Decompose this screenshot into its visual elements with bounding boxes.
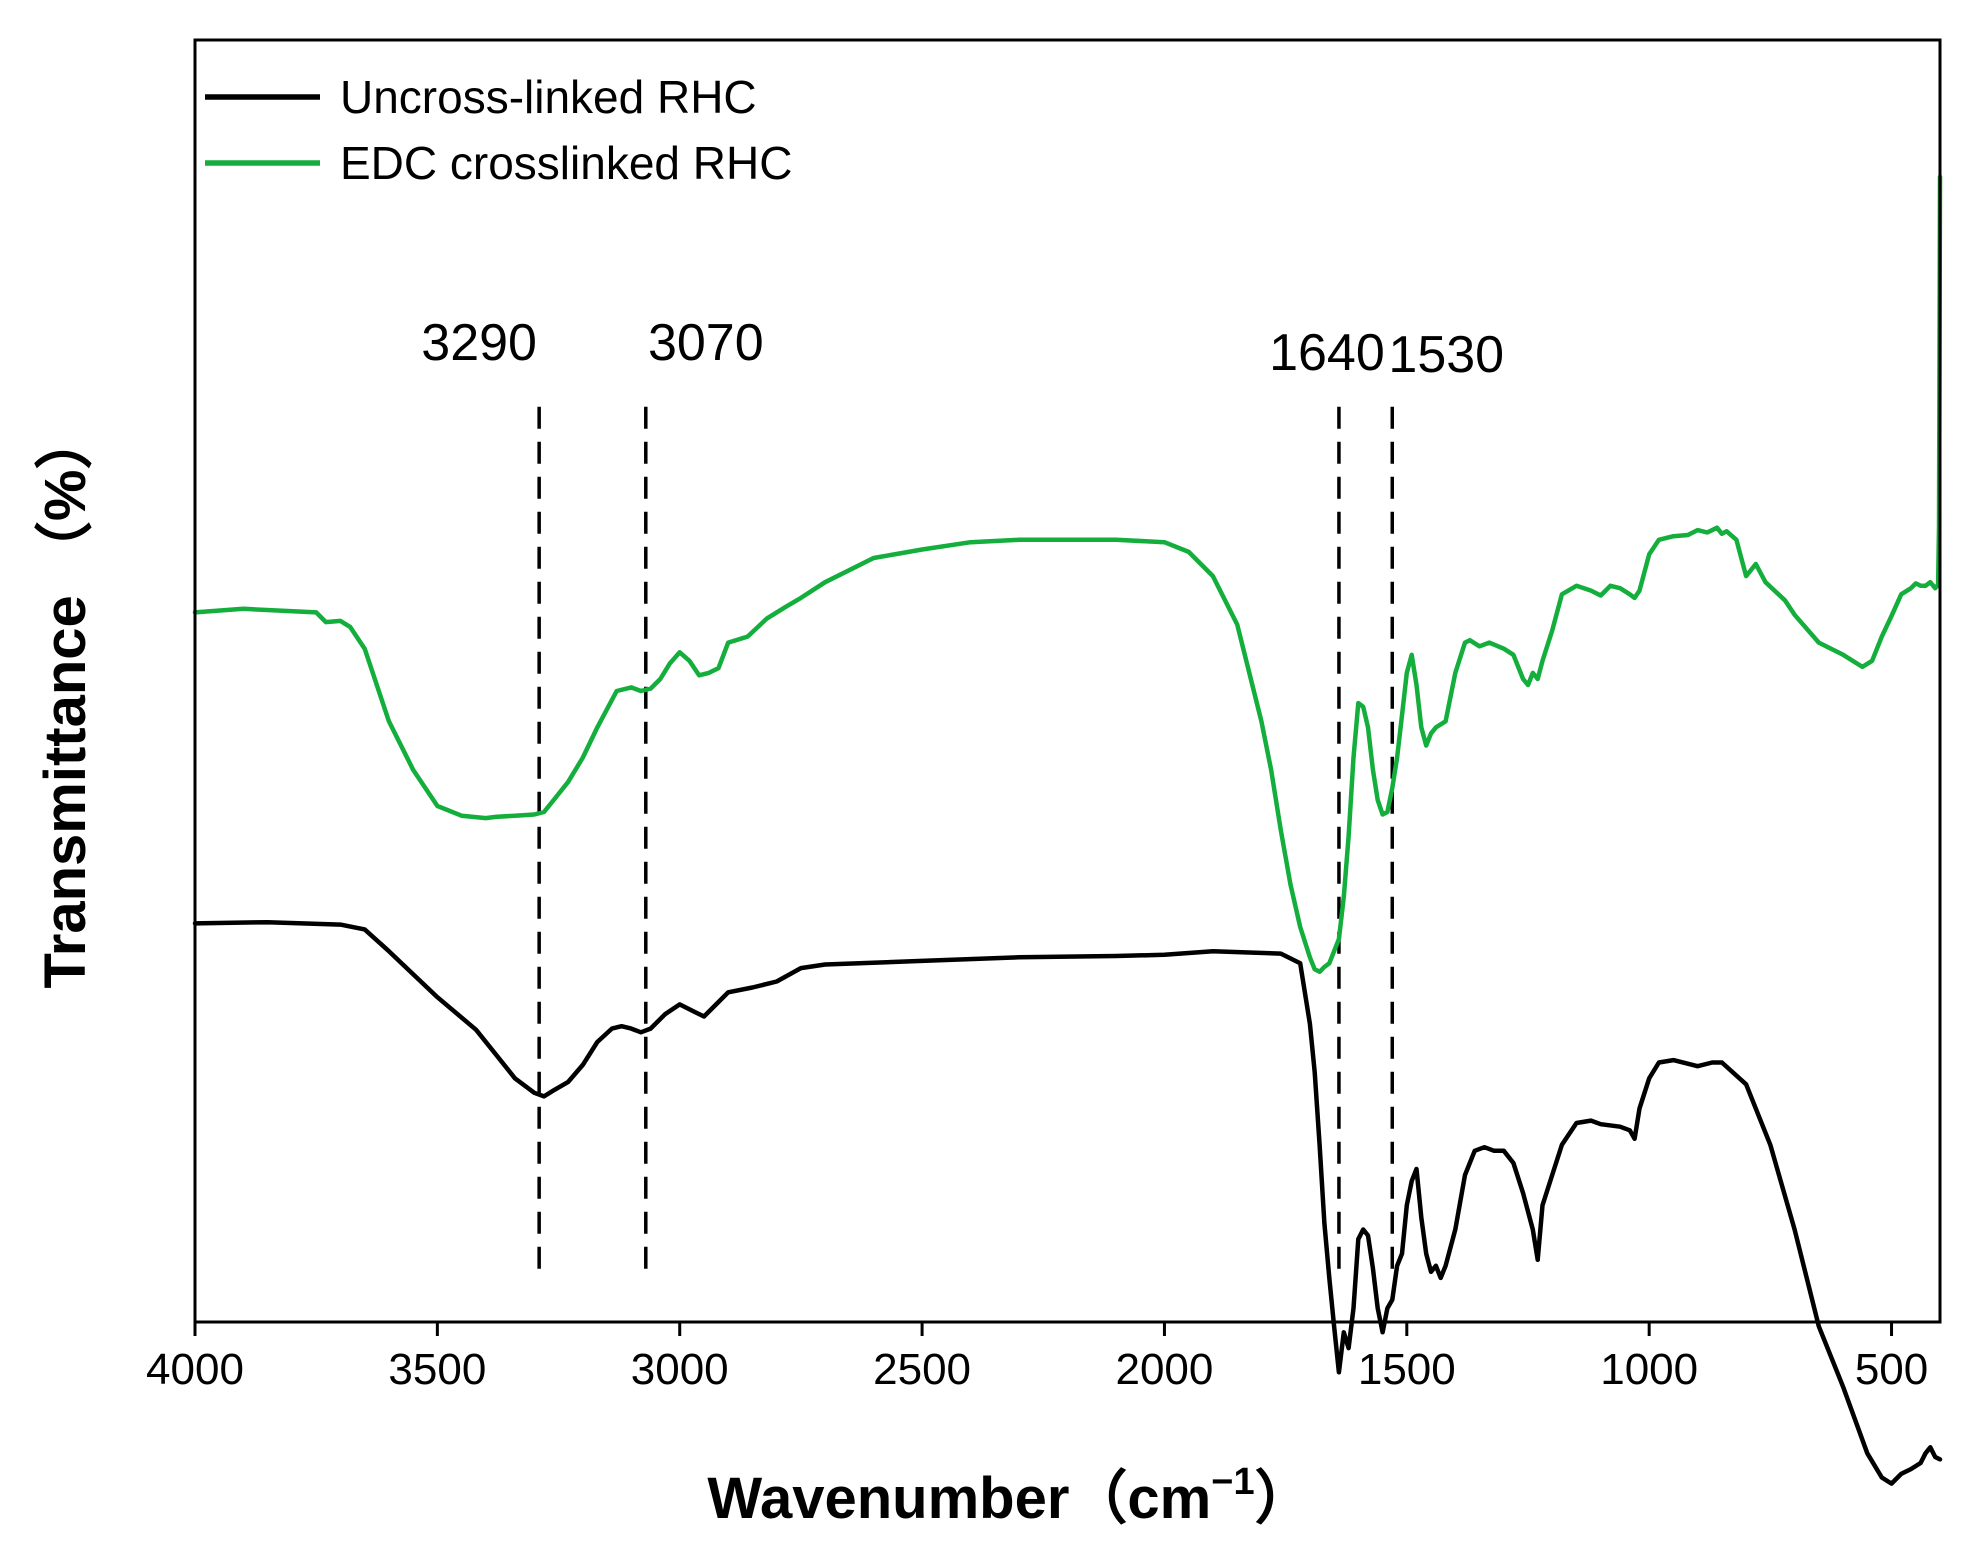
peak-label-3290: 3290 (421, 314, 537, 372)
x-tick-label-2000: 2000 (1115, 1345, 1213, 1394)
series-line-edc-crosslinked-rhc (192, 174, 1943, 975)
peak-label-1530: 1530 (1388, 326, 1504, 384)
x-tick-label-500: 500 (1855, 1345, 1928, 1394)
legend-label-0: Uncross-linked RHC (340, 71, 757, 123)
x-axis: 4000 3500 3000 2500 2000 1500 1000 500 (146, 1322, 1928, 1394)
plot-frame (193, 38, 1942, 1324)
x-axis-title-close: ） (1255, 1466, 1313, 1531)
x-tick-label-2500: 2500 (873, 1345, 971, 1394)
x-tick-label-4000: 4000 (146, 1345, 244, 1394)
y-axis-title: Transmittance （%） (33, 412, 98, 989)
peak-label-3070: 3070 (648, 314, 764, 372)
legend-label-1: EDC crosslinked RHC (340, 137, 792, 189)
series-layer (192, 174, 1943, 1486)
legend: Uncross-linked RHC EDC crosslinked RHC (205, 71, 792, 189)
x-tick-label-3500: 3500 (388, 1345, 486, 1394)
x-axis-title-superscript: −1 (1211, 1461, 1254, 1503)
x-axis-title: Wavenumber（cm−1） (707, 1461, 1312, 1531)
x-tick-label-1000: 1000 (1600, 1345, 1698, 1394)
series-line-uncross-linked-rhc (192, 919, 1943, 1486)
x-axis-title-main: Wavenumber（cm (707, 1466, 1211, 1531)
x-tick-label-3000: 3000 (631, 1345, 729, 1394)
peak-label-1640: 1640 (1269, 324, 1385, 382)
x-tick-label-1500: 1500 (1358, 1345, 1456, 1394)
annotation-layer: 3290 3070 1640 1530 (421, 314, 1504, 1272)
